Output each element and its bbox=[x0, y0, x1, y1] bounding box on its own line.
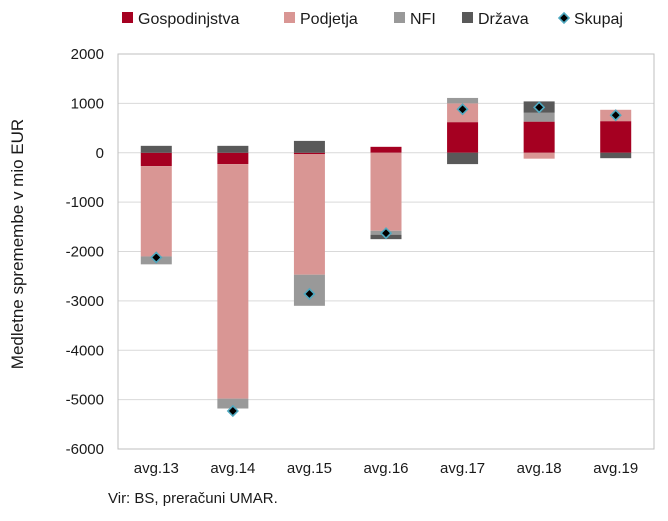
legend-label: Skupaj bbox=[574, 11, 623, 28]
total-markers bbox=[150, 101, 622, 418]
y-tick-label: -4000 bbox=[66, 342, 104, 359]
y-tick-label: -5000 bbox=[66, 392, 104, 409]
y-axis-label: Medletne spremembe v mio EUR bbox=[8, 119, 27, 369]
legend-label: Država bbox=[478, 11, 529, 28]
legend-swatch-skupaj bbox=[557, 11, 571, 25]
legend-label: Podjetja bbox=[300, 11, 358, 28]
gridlines bbox=[118, 53, 654, 450]
legend-swatch-podjetja bbox=[284, 12, 295, 23]
bar-država-avg.14 bbox=[217, 145, 249, 153]
y-tick-label: 2000 bbox=[71, 46, 104, 63]
legend-swatch-gospodinjstva bbox=[122, 12, 133, 23]
total-marker-avg.16 bbox=[379, 227, 393, 240]
bar-nfi-avg.18 bbox=[523, 112, 555, 122]
bar-gospodinjstva-avg.17 bbox=[447, 122, 479, 153]
bar-podjetja-avg.14 bbox=[217, 164, 249, 399]
y-tick-labels: 2000 1000 0 -1000 -2000 -3000 -4000 -5000 -6000 bbox=[66, 46, 104, 458]
x-tick-label: avg.14 bbox=[210, 460, 255, 477]
x-tick-label: avg.19 bbox=[593, 460, 638, 477]
bar-podjetja-avg.13 bbox=[140, 166, 172, 257]
bar-gospodinjstva-avg.18 bbox=[523, 121, 555, 153]
y-tick-label: -6000 bbox=[66, 441, 104, 458]
source-note: Vir: BS, preračuni UMAR. bbox=[108, 490, 278, 507]
y-tick-label: -2000 bbox=[66, 244, 104, 261]
total-marker-avg.18 bbox=[533, 101, 546, 114]
x-tick-label: avg.13 bbox=[134, 460, 179, 477]
y-tick-label: -1000 bbox=[66, 194, 104, 211]
x-tick-label: avg.16 bbox=[363, 460, 408, 477]
bar-gospodinjstva-avg.16 bbox=[370, 146, 402, 153]
bar-država-avg.17 bbox=[447, 152, 479, 165]
legend-label: NFI bbox=[410, 11, 436, 28]
y-tick-label: -3000 bbox=[66, 293, 104, 310]
x-tick-label: avg.15 bbox=[287, 460, 332, 477]
legend-swatch-nfi bbox=[394, 12, 405, 23]
total-marker-avg.15 bbox=[303, 287, 316, 301]
y-tick-label: 1000 bbox=[71, 95, 104, 112]
plot-frame bbox=[117, 53, 655, 450]
bar-gospodinjstva-avg.19 bbox=[600, 121, 632, 153]
legend-label: Gospodinjstva bbox=[138, 11, 239, 28]
bar-podjetja-avg.16 bbox=[370, 152, 402, 231]
total-marker-avg.14 bbox=[226, 404, 239, 418]
total-marker-avg.19 bbox=[609, 109, 622, 122]
plot-border bbox=[117, 53, 655, 450]
bar-država-avg.19 bbox=[600, 152, 632, 159]
bars bbox=[140, 97, 632, 409]
bar-nfi-avg.17 bbox=[447, 97, 479, 104]
bar-država-avg.13 bbox=[140, 145, 172, 153]
total-marker-avg.13 bbox=[150, 251, 163, 264]
x-tick-label: avg.17 bbox=[440, 460, 485, 477]
bar-podjetja-avg.18 bbox=[523, 152, 555, 159]
legend-swatch-država bbox=[462, 12, 473, 23]
bar-država-avg.15 bbox=[293, 140, 325, 153]
total-marker-avg.17 bbox=[456, 103, 469, 116]
legend: Gospodinjstva Podjetja NFI Država Skupaj bbox=[122, 11, 623, 28]
bar-gospodinjstva-avg.15 bbox=[293, 152, 325, 155]
bar-gospodinjstva-avg.14 bbox=[217, 152, 249, 165]
y-tick-label: 0 bbox=[96, 145, 104, 162]
bar-nfi-avg.14 bbox=[217, 398, 249, 409]
bar-gospodinjstva-avg.13 bbox=[140, 152, 172, 167]
x-tick-label: avg.18 bbox=[517, 460, 562, 477]
bar-podjetja-avg.15 bbox=[293, 154, 325, 275]
x-tick-labels: avg.13 avg.14 avg.15 avg.16 avg.17 avg.18 avg.… bbox=[134, 460, 638, 477]
